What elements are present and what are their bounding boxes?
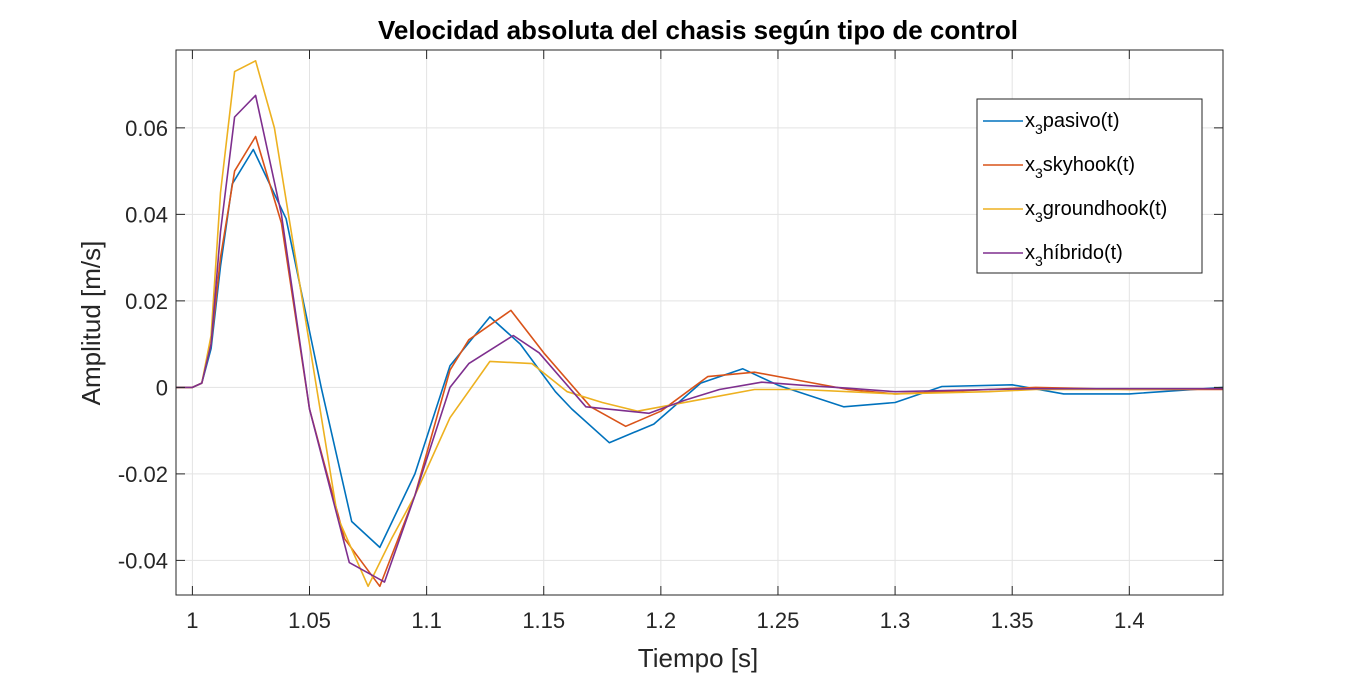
legend-box — [976, 98, 1203, 274]
x-tick-label: 1.2 — [646, 608, 677, 633]
legend-entry-2: x3skyhook(t) — [1025, 154, 1135, 181]
x-tick-label: 1 — [186, 608, 198, 633]
y-ticks: -0.04 -0.02 0 0.02 0.04 0.06 — [118, 116, 1223, 573]
legend-entry-4: x3híbrido(t) — [1025, 242, 1123, 269]
y-tick-label: 0 — [156, 375, 168, 400]
y-tick-label: -0.02 — [118, 462, 168, 487]
y-axis-label: Amplitud [m/s] — [76, 241, 106, 406]
series-line-2 — [176, 135, 1223, 588]
series-lines — [176, 59, 1224, 588]
x-axis-label: Tiempo [s] — [638, 643, 758, 673]
series-line-3 — [176, 59, 1224, 588]
y-tick-label: 0.02 — [125, 289, 168, 314]
x-tick-label: 1.1 — [411, 608, 442, 633]
x-tick-label: 1.35 — [991, 608, 1034, 633]
y-tick-label: 0.04 — [125, 202, 168, 227]
x-tick-label: 1.4 — [1114, 608, 1145, 633]
legend-entry-1: x3pasivo(t) — [1025, 110, 1120, 137]
x-tick-label: 1.3 — [880, 608, 911, 633]
y-tick-label: -0.04 — [118, 548, 168, 573]
series-line-4 — [176, 94, 1223, 583]
x-tick-label: 1.15 — [522, 608, 565, 633]
x-tick-label: 1.05 — [288, 608, 331, 633]
legend-entry-3: x3groundhook(t) — [1025, 198, 1167, 225]
y-tick-label: 0.06 — [125, 116, 168, 141]
chart-title: Velocidad absoluta del chasis según tipo… — [378, 15, 1018, 45]
x-ticks: 1 1.05 1.1 1.15 1.2 1.25 1.3 1.35 1.4 — [186, 50, 1145, 633]
plot-frame — [175, 49, 1224, 596]
legend: x3pasivo(t) x3skyhook(t) x3groundhook(t) x3… — [976, 98, 1203, 274]
x-tick-label: 1.25 — [757, 608, 800, 633]
